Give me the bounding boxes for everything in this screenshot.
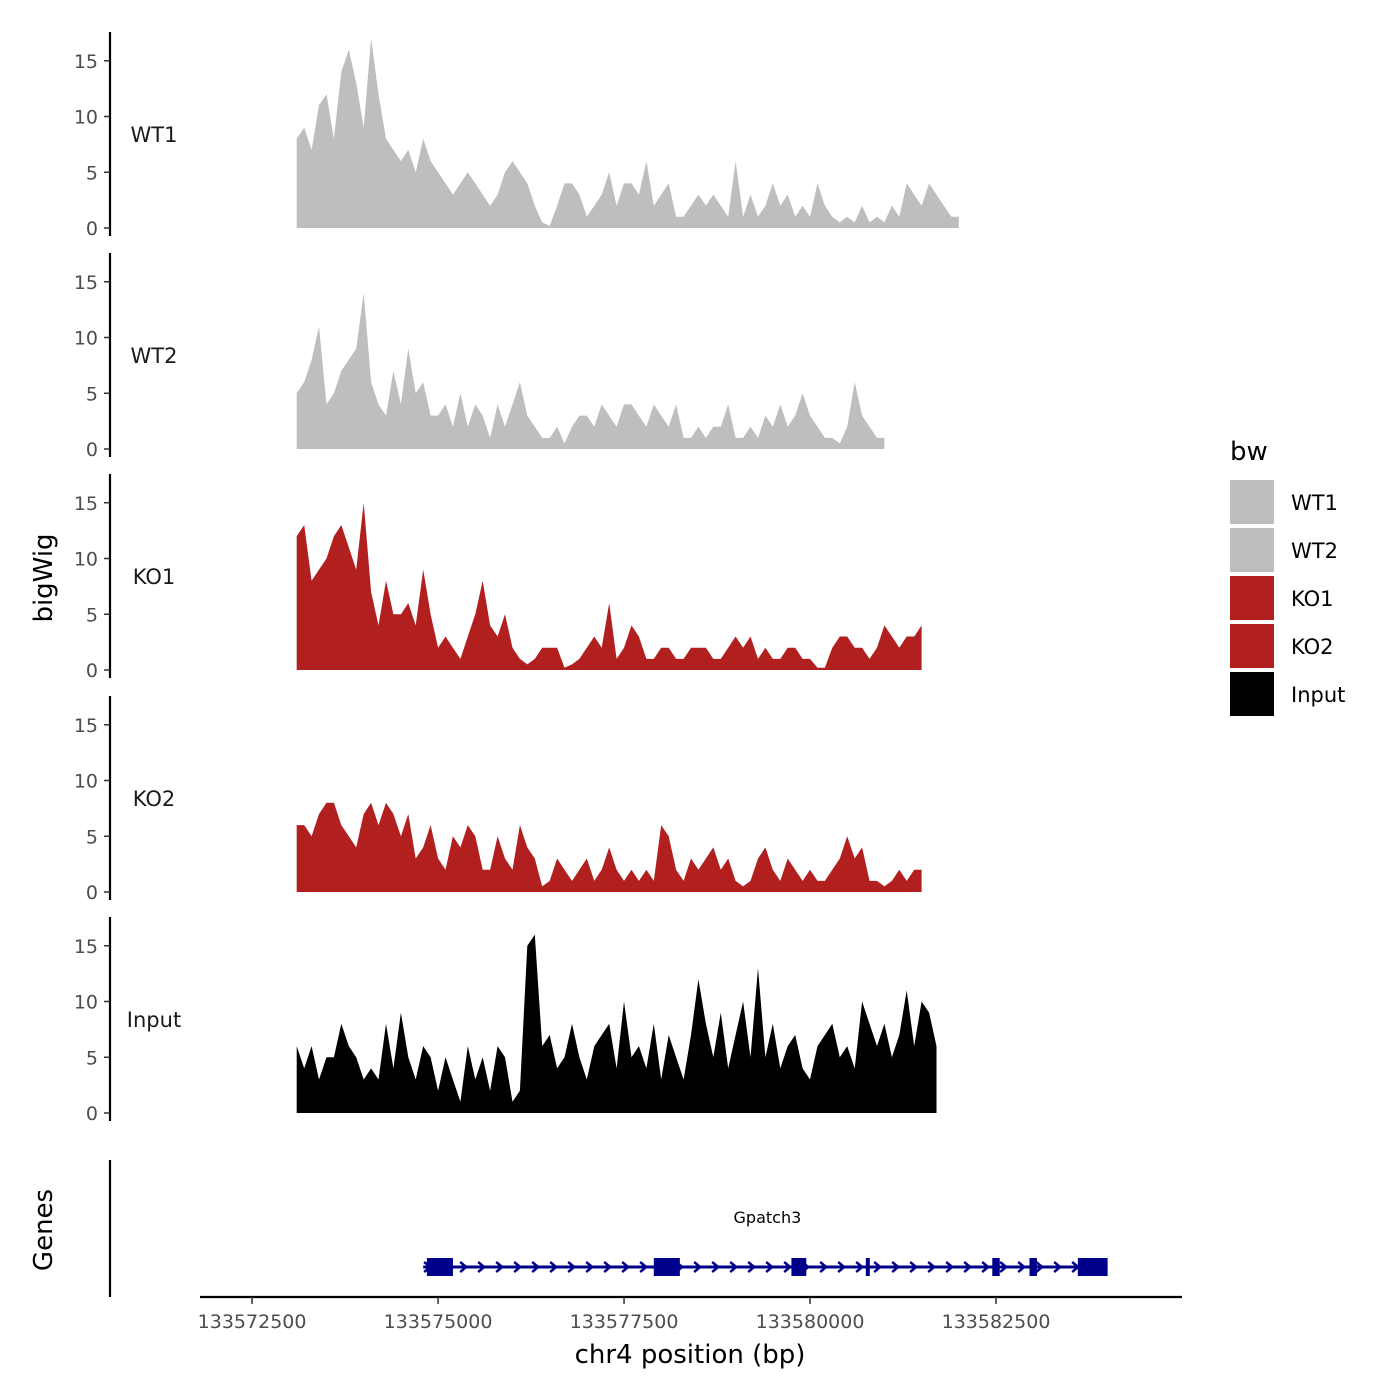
x-tick-label: 133577500 [570,1311,679,1333]
track-wt1: 0 5 10 15 WT1 [74,32,959,240]
strand-arrow [891,1261,901,1273]
strand-arrow [531,1261,541,1273]
legend-key-wt1 [1230,480,1274,524]
legend-label-wt1: WT1 [1291,491,1338,515]
y-tick-label: 5 [86,162,98,184]
coverage-area-wt2 [296,292,885,449]
y-tick-label: 0 [86,660,98,682]
tracks-layer: 0 5 10 15 WT1 0 5 10 15 WT2 0 5 10 15 KO1 0 5 10 15 KO2 0 5 10… [74,32,959,1125]
genes-axis-title: Genes [29,1189,59,1271]
y-tick-label: 15 [74,715,98,737]
strand-arrow [603,1261,613,1273]
legend: bw WT1 WT2 KO1 KO2 Input [1230,437,1345,716]
strand-arrow [765,1261,775,1273]
strand-arrow [495,1261,505,1273]
strand-arrow [1035,1261,1045,1273]
x-tick-label: 133575000 [384,1311,493,1333]
x-tick-label: 133580000 [756,1311,865,1333]
strand-arrow [945,1261,955,1273]
genes-panel: Gpatch3 [108,1160,1108,1297]
y-tick-label: 15 [74,493,98,515]
track-label: WT1 [131,123,178,147]
strand-arrow [549,1261,559,1273]
legend-key-ko1 [1230,576,1274,620]
strand-arrow [459,1261,469,1273]
coverage-area-ko2 [296,802,922,892]
x-tick-label: 133572500 [198,1311,307,1333]
gene-exon [791,1258,807,1276]
y-tick-label: 10 [74,771,98,793]
track-ko2: 0 5 10 15 KO2 [74,696,922,904]
legend-label-wt2: WT2 [1291,539,1338,563]
coverage-area-input [296,934,937,1113]
track-ko1: 0 5 10 15 KO1 [74,474,922,682]
gene-exon [1077,1258,1108,1276]
legend-label-ko2: KO2 [1291,635,1334,659]
gene-exon [865,1258,870,1276]
track-wt2: 0 5 10 15 WT2 [74,253,885,461]
strand-arrow [639,1261,649,1273]
y-tick-label: 5 [86,604,98,626]
y-tick-label: 0 [86,1103,98,1125]
strand-arrow [927,1261,937,1273]
y-tick-label: 15 [74,272,98,294]
gene-exon [653,1258,680,1276]
strand-arrow [711,1261,721,1273]
x-axis-title: chr4 position (bp) [575,1340,806,1370]
y-tick-label: 15 [74,51,98,73]
gene-exon [426,1258,453,1276]
strand-arrow [963,1261,973,1273]
y-tick-label: 10 [74,107,98,129]
strand-arrow [567,1261,577,1273]
track-label: WT2 [131,344,178,368]
gene-name-label: Gpatch3 [734,1208,802,1227]
strand-arrow [873,1261,883,1273]
y-tick-label: 10 [74,992,98,1014]
legend-key-wt2 [1230,528,1274,572]
legend-key-ko2 [1230,624,1274,668]
y-axis-title: bigWig [29,533,59,622]
strand-arrow [729,1261,739,1273]
y-tick-label: 0 [86,439,98,461]
strand-arrow [1017,1261,1027,1273]
track-label: KO1 [133,565,176,589]
strand-arrow [909,1261,919,1273]
coverage-area-wt1 [296,38,959,229]
legend-title: bw [1230,437,1268,467]
y-tick-label: 0 [86,882,98,904]
strand-arrow [783,1261,793,1273]
strand-arrow [855,1261,865,1273]
strand-arrow [513,1261,523,1273]
track-label: Input [127,1008,181,1032]
strand-arrow [819,1261,829,1273]
gene-exon [992,1258,1000,1276]
y-tick-label: 10 [74,549,98,571]
coverage-area-ko1 [296,502,922,670]
gene-exon [1029,1258,1037,1276]
y-tick-label: 0 [86,218,98,240]
legend-key-input [1230,672,1274,716]
y-tick-label: 5 [86,826,98,848]
strand-arrow [477,1261,487,1273]
x-axis: 133572500 133575000 133577500 133580000 1335… [198,1295,1182,1333]
strand-arrow [585,1261,595,1273]
y-tick-label: 5 [86,383,98,405]
strand-arrow [999,1261,1009,1273]
y-tick-label: 5 [86,1047,98,1069]
legend-label-input: Input [1291,683,1345,707]
strand-arrow [693,1261,703,1273]
track-input: 0 5 10 15 Input [74,917,937,1125]
strand-arrow [1053,1261,1063,1273]
y-tick-label: 10 [74,328,98,350]
strand-arrow [747,1261,757,1273]
x-tick-label: 133582500 [942,1311,1051,1333]
y-tick-label: 15 [74,936,98,958]
strand-arrow [837,1261,847,1273]
strand-arrow [621,1261,631,1273]
track-label: KO2 [133,787,176,811]
strand-arrow [981,1261,991,1273]
legend-label-ko1: KO1 [1291,587,1334,611]
